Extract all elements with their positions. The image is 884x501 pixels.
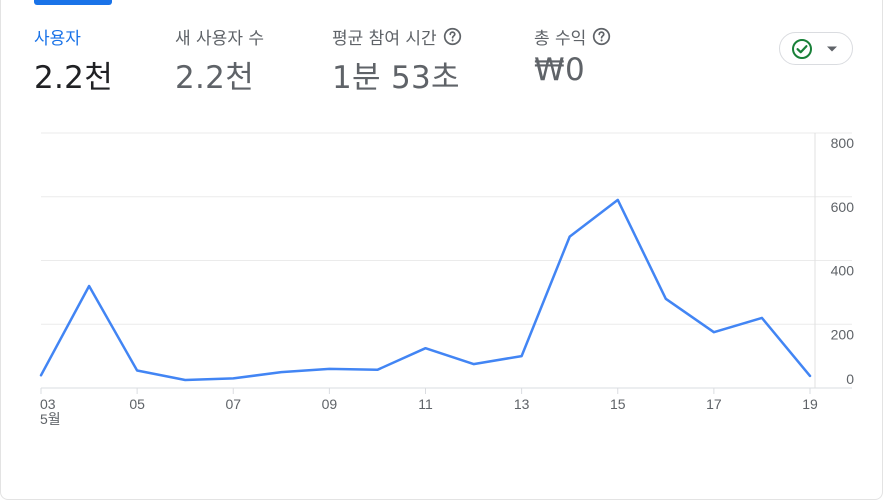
- y-tick-label: 600: [831, 199, 855, 215]
- metric-value: ₩0: [534, 52, 585, 88]
- metric-label: 새 사용자 수: [175, 28, 265, 49]
- metric-label: 사용자: [34, 28, 81, 49]
- users-series-line[interactable]: [39, 198, 812, 382]
- metric-label-row: 평균 참여 시간: [332, 24, 462, 49]
- metric-label-row: 총 수익: [534, 24, 611, 49]
- metric-label: 평균 참여 시간: [332, 28, 437, 49]
- y-tick-label: 800: [831, 135, 855, 151]
- x-tick-label: 17: [706, 396, 722, 412]
- x-tick-label: 19: [802, 396, 818, 412]
- metric-tab-avg-engagement-time[interactable]: 평균 참여 시간 1분 53초: [332, 24, 462, 97]
- x-tick-label: 11: [418, 396, 433, 412]
- active-metric-indicator: [34, 0, 112, 5]
- check-circle-icon: [792, 38, 812, 59]
- x-tick-label: 05: [129, 396, 145, 412]
- y-tick-label: 200: [831, 326, 855, 342]
- x-tick-label: 03: [40, 396, 56, 412]
- y-tick-label: 0: [846, 371, 854, 387]
- y-tick-label: 400: [831, 263, 855, 279]
- x-tick-label: 15: [610, 396, 626, 412]
- data-quality-status-button[interactable]: [779, 32, 853, 65]
- metric-label: 총 수익: [534, 28, 587, 49]
- metric-value: 2.2천: [34, 60, 114, 96]
- help-icon[interactable]: [592, 27, 611, 46]
- x-tick-label: 13: [514, 396, 530, 412]
- x-axis-month-label: 5월: [40, 411, 61, 427]
- metric-tab-total-revenue[interactable]: 총 수익 ₩0: [534, 24, 611, 88]
- caret-down-icon: [827, 46, 837, 51]
- x-tick-label: 07: [225, 396, 241, 412]
- metric-tab-new-users[interactable]: 새 사용자 수 2.2천: [175, 24, 264, 97]
- metric-value: 2.2천: [175, 60, 255, 96]
- x-tick-label: 09: [322, 396, 338, 412]
- help-icon[interactable]: [443, 27, 462, 46]
- metric-value: 1분 53초: [332, 60, 460, 96]
- metric-tab-users[interactable]: 사용자 2.2천: [34, 24, 113, 97]
